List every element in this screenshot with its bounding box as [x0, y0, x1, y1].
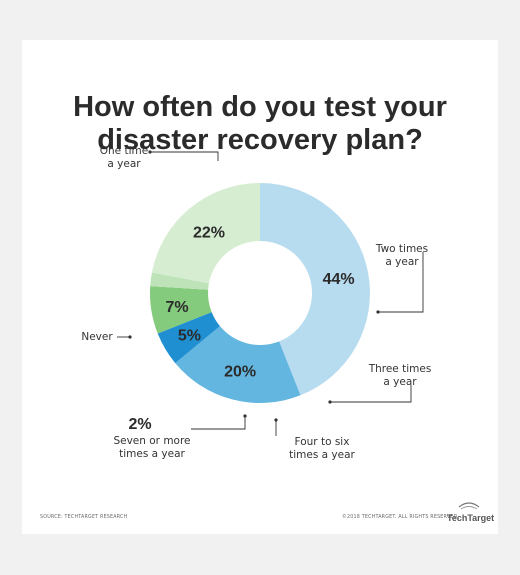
- brand-logo: TechTarget: [447, 502, 494, 523]
- category-label-two-times-a-year: Two times a year: [375, 243, 428, 268]
- value-label-seven-or-more-times-a-year: 2%: [128, 416, 151, 433]
- slice-four-to-six-times-a-year: [150, 286, 212, 334]
- chart-card: How often do you test your disaster reco…: [22, 40, 498, 534]
- category-label-three-times-a-year: Three times a year: [368, 363, 432, 388]
- donut-chart: How often do you test your disaster reco…: [40, 91, 494, 523]
- value-label-three-times-a-year: 5%: [178, 328, 201, 345]
- brand-name: TechTarget: [447, 513, 494, 523]
- copyright-note: ©2018 TECHTARGET. ALL RIGHTS RESERVED: [342, 513, 458, 520]
- value-label-one-time-a-year: 44%: [323, 271, 355, 288]
- leader-dot-seven-or-more-times-a-year: [243, 414, 247, 418]
- leader-dot-three-times-a-year: [328, 400, 332, 404]
- category-labels: One time a year Two times a year Three times…: [81, 145, 431, 461]
- source-note: SOURCE: TECHTARGET RESEARCH: [40, 514, 128, 520]
- leader-dot-never: [128, 335, 132, 339]
- percentage-labels: 44% 20% 5% 7% 2% 22%: [128, 224, 354, 433]
- leader-line-three-times-a-year: [330, 385, 412, 403]
- slice-two-times-a-year: [175, 326, 301, 403]
- category-label-never: Never: [81, 331, 113, 343]
- category-label-seven-or-more-times-a-year: Seven or more times a year: [113, 435, 190, 460]
- category-label-one-time-a-year: One time a year: [100, 145, 148, 170]
- leader-dot-two-times-a-year: [376, 310, 380, 314]
- chart-title-line-2: disaster recovery plan?: [97, 124, 423, 156]
- leader-line-two-times-a-year: [378, 252, 424, 313]
- value-label-never: 22%: [193, 224, 225, 241]
- chart-title-line-1: How often do you test your: [73, 91, 447, 123]
- slice-three-times-a-year: [157, 312, 220, 364]
- leader-line-seven-or-more-times-a-year: [191, 416, 246, 430]
- leader-dot-four-to-six-times-a-year: [274, 418, 278, 422]
- value-label-two-times-a-year: 20%: [224, 364, 256, 381]
- slice-seven-or-more-times-a-year: [150, 272, 209, 290]
- donut-slices: [150, 183, 371, 403]
- eye-icon: [458, 502, 480, 510]
- slice-one-time-a-year: [260, 183, 371, 396]
- leader-dot-one-time-a-year: [148, 150, 152, 154]
- leader-line-one-time-a-year: [150, 151, 219, 161]
- value-label-four-to-six-times-a-year: 7%: [165, 299, 188, 316]
- slice-never: [151, 183, 260, 284]
- leader-lines: [117, 150, 424, 436]
- category-label-four-to-six-times-a-year: Four to six times a year: [289, 436, 355, 461]
